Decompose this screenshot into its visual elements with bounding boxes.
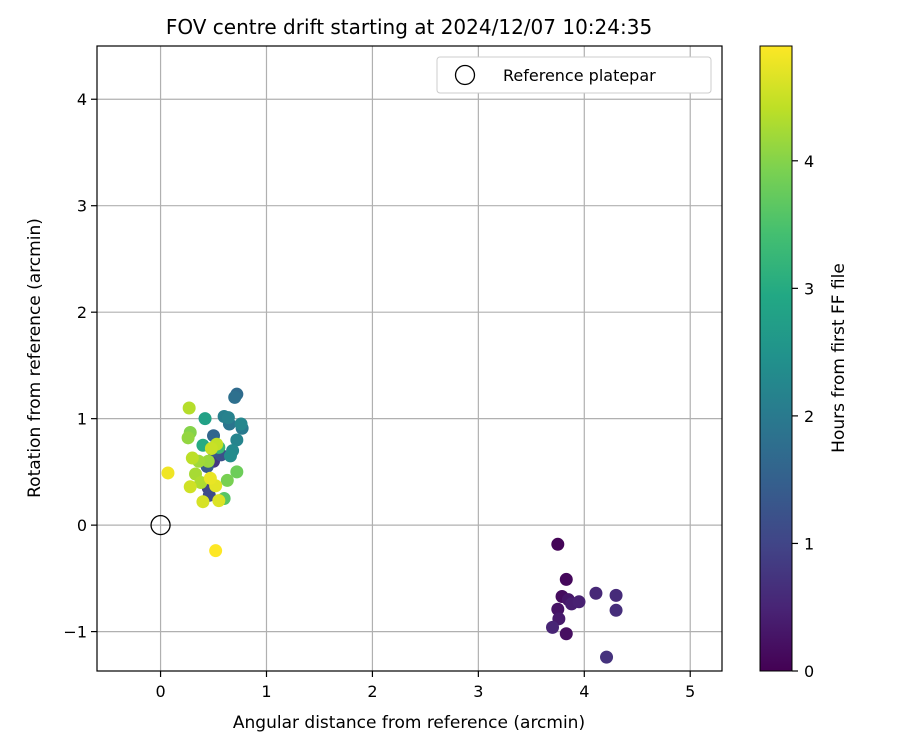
data-point xyxy=(181,431,195,445)
data-point xyxy=(234,417,248,431)
data-point xyxy=(182,401,196,415)
data-point xyxy=(161,466,175,480)
data-point xyxy=(546,620,560,634)
colorbar-tick-label: 4 xyxy=(804,152,814,171)
data-point xyxy=(551,537,565,551)
data-point xyxy=(201,454,215,468)
x-axis-label: Angular distance from reference (arcmin) xyxy=(233,713,585,733)
plot-frame xyxy=(96,45,723,672)
legend-label: Reference platepar xyxy=(503,66,656,85)
colorbar xyxy=(759,45,793,672)
data-point xyxy=(221,411,235,425)
y-tick-label: 4 xyxy=(77,90,87,109)
y-tick-label: 3 xyxy=(77,197,87,216)
data-point xyxy=(220,473,234,487)
x-tick-label: 0 xyxy=(155,682,165,701)
data-point xyxy=(204,441,218,455)
colorbar-tick-label: 2 xyxy=(804,407,814,426)
x-tick-label: 4 xyxy=(579,682,589,701)
legend-box xyxy=(436,56,712,94)
data-point xyxy=(551,602,565,616)
colorbar-tick-label: 3 xyxy=(804,279,814,298)
data-point xyxy=(230,465,244,479)
legend-marker-icon xyxy=(454,64,476,86)
data-point xyxy=(609,603,623,617)
data-point xyxy=(198,412,212,426)
data-points xyxy=(161,387,623,664)
reference-marker xyxy=(150,514,171,536)
colorbar-label: Hours from first FF file xyxy=(829,263,849,453)
y-tick-label: 0 xyxy=(77,516,87,535)
data-point xyxy=(609,588,623,602)
data-point xyxy=(223,449,237,463)
x-tick-label: 2 xyxy=(367,682,377,701)
legend: Reference platepar xyxy=(436,56,712,94)
data-point xyxy=(589,586,603,600)
x-tick-label: 3 xyxy=(473,682,483,701)
colorbar-tick-label: 1 xyxy=(804,534,814,553)
y-axis-ticks: −1 0 1 2 3 4 xyxy=(63,90,97,642)
data-point xyxy=(572,595,586,609)
x-axis-ticks: 0 1 2 3 4 5 xyxy=(155,671,695,701)
data-point xyxy=(203,471,217,485)
data-point xyxy=(183,480,197,494)
colorbar-ticks: 0 1 2 3 4 xyxy=(792,152,814,681)
data-point xyxy=(600,650,614,664)
y-axis-label: Rotation from reference (arcmin) xyxy=(25,218,45,498)
data-point xyxy=(185,451,199,465)
y-tick-label: −1 xyxy=(63,623,87,642)
x-tick-label: 5 xyxy=(685,682,695,701)
data-point xyxy=(559,627,573,641)
data-point xyxy=(559,572,573,586)
y-tick-label: 2 xyxy=(77,303,87,322)
colorbar-tick-label: 0 xyxy=(804,662,814,681)
grid-lines xyxy=(97,46,722,671)
y-tick-label: 1 xyxy=(77,410,87,429)
data-point xyxy=(209,544,223,558)
data-point xyxy=(196,495,210,509)
data-point xyxy=(212,494,226,508)
chart-title: FOV centre drift starting at 2024/12/07 … xyxy=(166,15,652,39)
data-point xyxy=(228,390,242,404)
x-tick-label: 1 xyxy=(261,682,271,701)
data-point xyxy=(230,433,244,447)
